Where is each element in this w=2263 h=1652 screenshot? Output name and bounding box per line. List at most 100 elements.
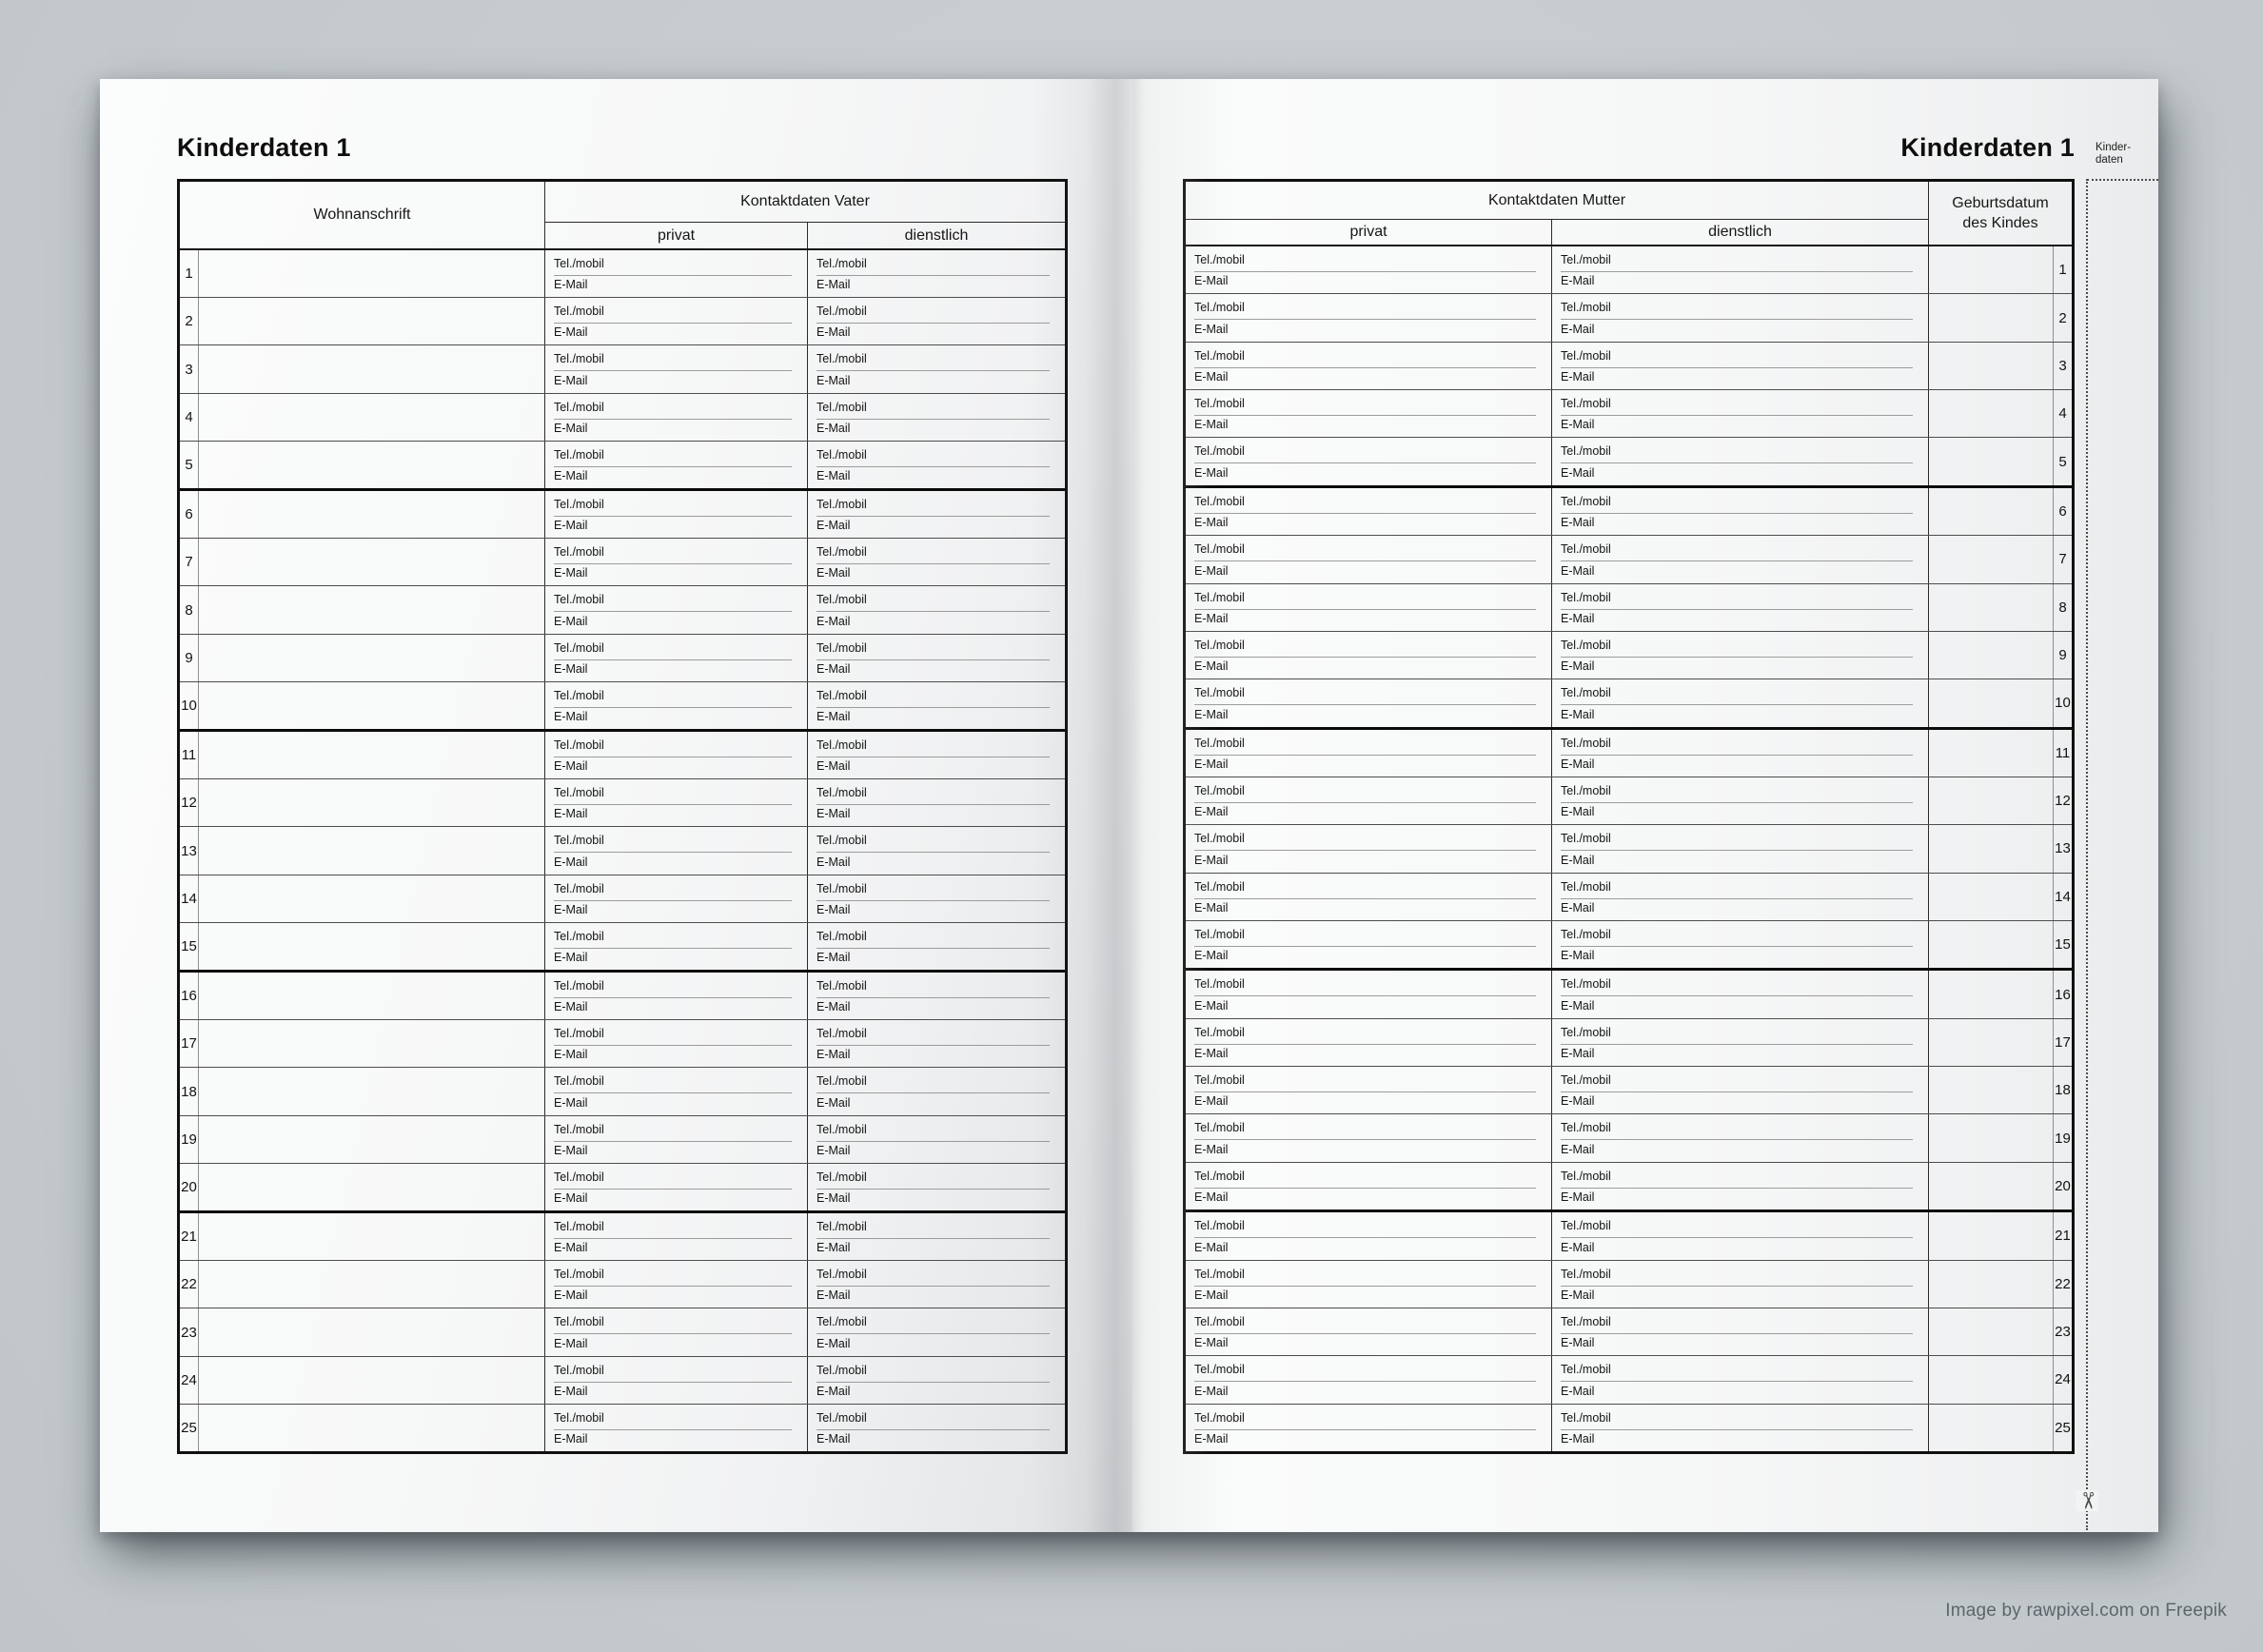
- mother-private-contact-cell: Tel./mobil E-Mail: [1186, 777, 1552, 825]
- row-number: 10: [2055, 695, 2071, 712]
- email-label: E-Mail: [554, 1000, 588, 1014]
- email-label: E-Mail: [1561, 1047, 1595, 1061]
- email-label: E-Mail: [1194, 1336, 1229, 1350]
- address-cell: [199, 1213, 545, 1261]
- mother-private-contact-cell: Tel./mobil E-Mail: [1186, 438, 1552, 485]
- tel-mobil-label: Tel./mobil: [554, 349, 792, 372]
- address-cell: [199, 1356, 545, 1404]
- table-row: Tel./mobil E-Mail Tel./mobil E-Mail 24: [1186, 1355, 2072, 1404]
- table-row: 9 Tel./mobil E-Mail Tel./mobil E-Mail: [180, 633, 1065, 681]
- tel-mobil-label: Tel./mobil: [554, 783, 792, 806]
- tel-mobil-label: Tel./mobil: [1194, 974, 1536, 997]
- tel-mobil-label: Tel./mobil: [554, 302, 792, 324]
- father-business-contact-cell: Tel./mobil E-Mail: [808, 1164, 1065, 1210]
- table-row: 22 Tel./mobil E-Mail Tel./mobil E-Mail: [180, 1260, 1065, 1308]
- email-label: E-Mail: [1194, 274, 1229, 288]
- header-wohnanschrift: Wohnanschrift: [180, 182, 545, 248]
- birthdate-cell: [1929, 1114, 2054, 1162]
- row-number: 7: [180, 539, 199, 586]
- table-row: 12 Tel./mobil E-Mail Tel./mobil E-Mail: [180, 778, 1065, 827]
- email-label: E-Mail: [1194, 1288, 1229, 1302]
- tel-mobil-label: Tel./mobil: [817, 1265, 1050, 1288]
- email-label: E-Mail: [554, 519, 588, 533]
- email-label: E-Mail: [817, 759, 851, 774]
- birthdate-cell: [1929, 631, 2054, 679]
- address-cell: [199, 779, 545, 827]
- father-business-contact-cell: Tel./mobil E-Mail: [808, 1308, 1065, 1355]
- tel-mobil-label: Tel./mobil: [1194, 683, 1536, 706]
- row-number: 24: [2055, 1371, 2071, 1388]
- birthdate-cell: [1929, 246, 2054, 294]
- email-label: E-Mail: [1561, 1384, 1595, 1398]
- father-business-contact-cell: Tel./mobil E-Mail: [808, 394, 1065, 441]
- table-row: 20 Tel./mobil E-Mail Tel./mobil E-Mail: [180, 1162, 1065, 1211]
- email-label: E-Mail: [554, 1095, 588, 1110]
- mother-business-contact-cell: Tel./mobil E-Mail: [1552, 438, 1929, 485]
- tel-mobil-label: Tel./mobil: [817, 1217, 1050, 1240]
- mother-business-contact-cell: Tel./mobil E-Mail: [1552, 777, 1929, 825]
- birthdate-cell: [1929, 873, 2054, 921]
- birthdate-cell: [1929, 729, 2054, 777]
- row-number: 16: [180, 973, 199, 1020]
- address-cell: [199, 491, 545, 539]
- tel-mobil-label: Tel./mobil: [1194, 734, 1536, 756]
- tel-mobil-label: Tel./mobil: [817, 1072, 1050, 1094]
- email-label: E-Mail: [1194, 1047, 1229, 1061]
- tel-mobil-label: Tel./mobil: [554, 542, 792, 565]
- father-business-contact-cell: Tel./mobil E-Mail: [808, 586, 1065, 633]
- tel-mobil-label: Tel./mobil: [1194, 829, 1536, 852]
- birthdate-cell: [1929, 583, 2054, 631]
- row-number: 21: [180, 1213, 199, 1261]
- email-label: E-Mail: [1561, 805, 1595, 819]
- tel-mobil-label: Tel./mobil: [554, 1408, 792, 1430]
- tel-mobil-label: Tel./mobil: [1561, 540, 1913, 562]
- email-label: E-Mail: [554, 1048, 588, 1062]
- father-private-contact-cell: Tel./mobil E-Mail: [545, 779, 808, 827]
- mother-private-contact-cell: Tel./mobil E-Mail: [1186, 390, 1552, 438]
- tel-mobil-label: Tel./mobil: [1561, 683, 1913, 706]
- father-contact-table: Wohnanschrift Kontaktdaten Vater privat …: [177, 179, 1068, 1454]
- email-label: E-Mail: [817, 902, 851, 916]
- father-private-contact-cell: Tel./mobil E-Mail: [545, 827, 808, 875]
- father-private-contact-cell: Tel./mobil E-Mail: [545, 1356, 808, 1404]
- header-kontaktdaten-vater: Kontaktdaten Vater: [545, 182, 1065, 223]
- birthdate-cell: [1929, 1356, 2054, 1404]
- address-cell: [199, 539, 545, 586]
- birthdate-cell: [1929, 921, 2054, 969]
- email-label: E-Mail: [1194, 853, 1229, 867]
- tel-mobil-label: Tel./mobil: [1194, 877, 1536, 899]
- mother-private-contact-cell: Tel./mobil E-Mail: [1186, 246, 1552, 294]
- email-label: E-Mail: [554, 1432, 588, 1446]
- email-label: E-Mail: [1561, 1431, 1595, 1446]
- mother-business-contact-cell: Tel./mobil E-Mail: [1552, 390, 1929, 438]
- email-label: E-Mail: [1194, 707, 1229, 721]
- tel-mobil-label: Tel./mobil: [1194, 781, 1536, 803]
- tel-mobil-label: Tel./mobil: [1194, 346, 1536, 368]
- row-number: 20: [2055, 1178, 2071, 1194]
- row-number: 24: [180, 1356, 199, 1404]
- email-label: E-Mail: [817, 1000, 851, 1014]
- row-number: 1: [2058, 262, 2067, 279]
- row-number: 25: [2055, 1419, 2071, 1436]
- tel-mobil-label: Tel./mobil: [1194, 1118, 1536, 1141]
- row-number: 15: [2055, 936, 2071, 954]
- birthdate-cell: [1929, 438, 2054, 485]
- father-business-contact-cell: Tel./mobil E-Mail: [808, 491, 1065, 538]
- table-row: Tel./mobil E-Mail Tel./mobil E-Mail 20: [1186, 1161, 2072, 1210]
- email-label: E-Mail: [554, 1336, 588, 1350]
- table-body: 1 Tel./mobil E-Mail Tel./mobil E-Mail 2 Tel./m…: [180, 250, 1065, 1452]
- email-label: E-Mail: [554, 614, 588, 628]
- father-private-contact-cell: Tel./mobil E-Mail: [545, 1404, 808, 1452]
- tel-mobil-label: Tel./mobil: [1194, 492, 1536, 514]
- header-privat: privat: [545, 223, 808, 248]
- tel-mobil-label: Tel./mobil: [817, 1024, 1050, 1047]
- mother-business-contact-cell: Tel./mobil E-Mail: [1552, 487, 1929, 536]
- email-label: E-Mail: [554, 278, 588, 292]
- table-row: Tel./mobil E-Mail Tel./mobil E-Mail 7: [1186, 535, 2072, 583]
- email-label: E-Mail: [817, 807, 851, 821]
- tel-mobil-label: Tel./mobil: [554, 1072, 792, 1094]
- mother-contact-table: Kontaktdaten Mutter privat dienstlich Ge…: [1183, 179, 2075, 1454]
- tel-mobil-label: Tel./mobil: [554, 398, 792, 420]
- table-row: Tel./mobil E-Mail Tel./mobil E-Mail 19: [1186, 1113, 2072, 1162]
- mother-private-contact-cell: Tel./mobil E-Mail: [1186, 631, 1552, 679]
